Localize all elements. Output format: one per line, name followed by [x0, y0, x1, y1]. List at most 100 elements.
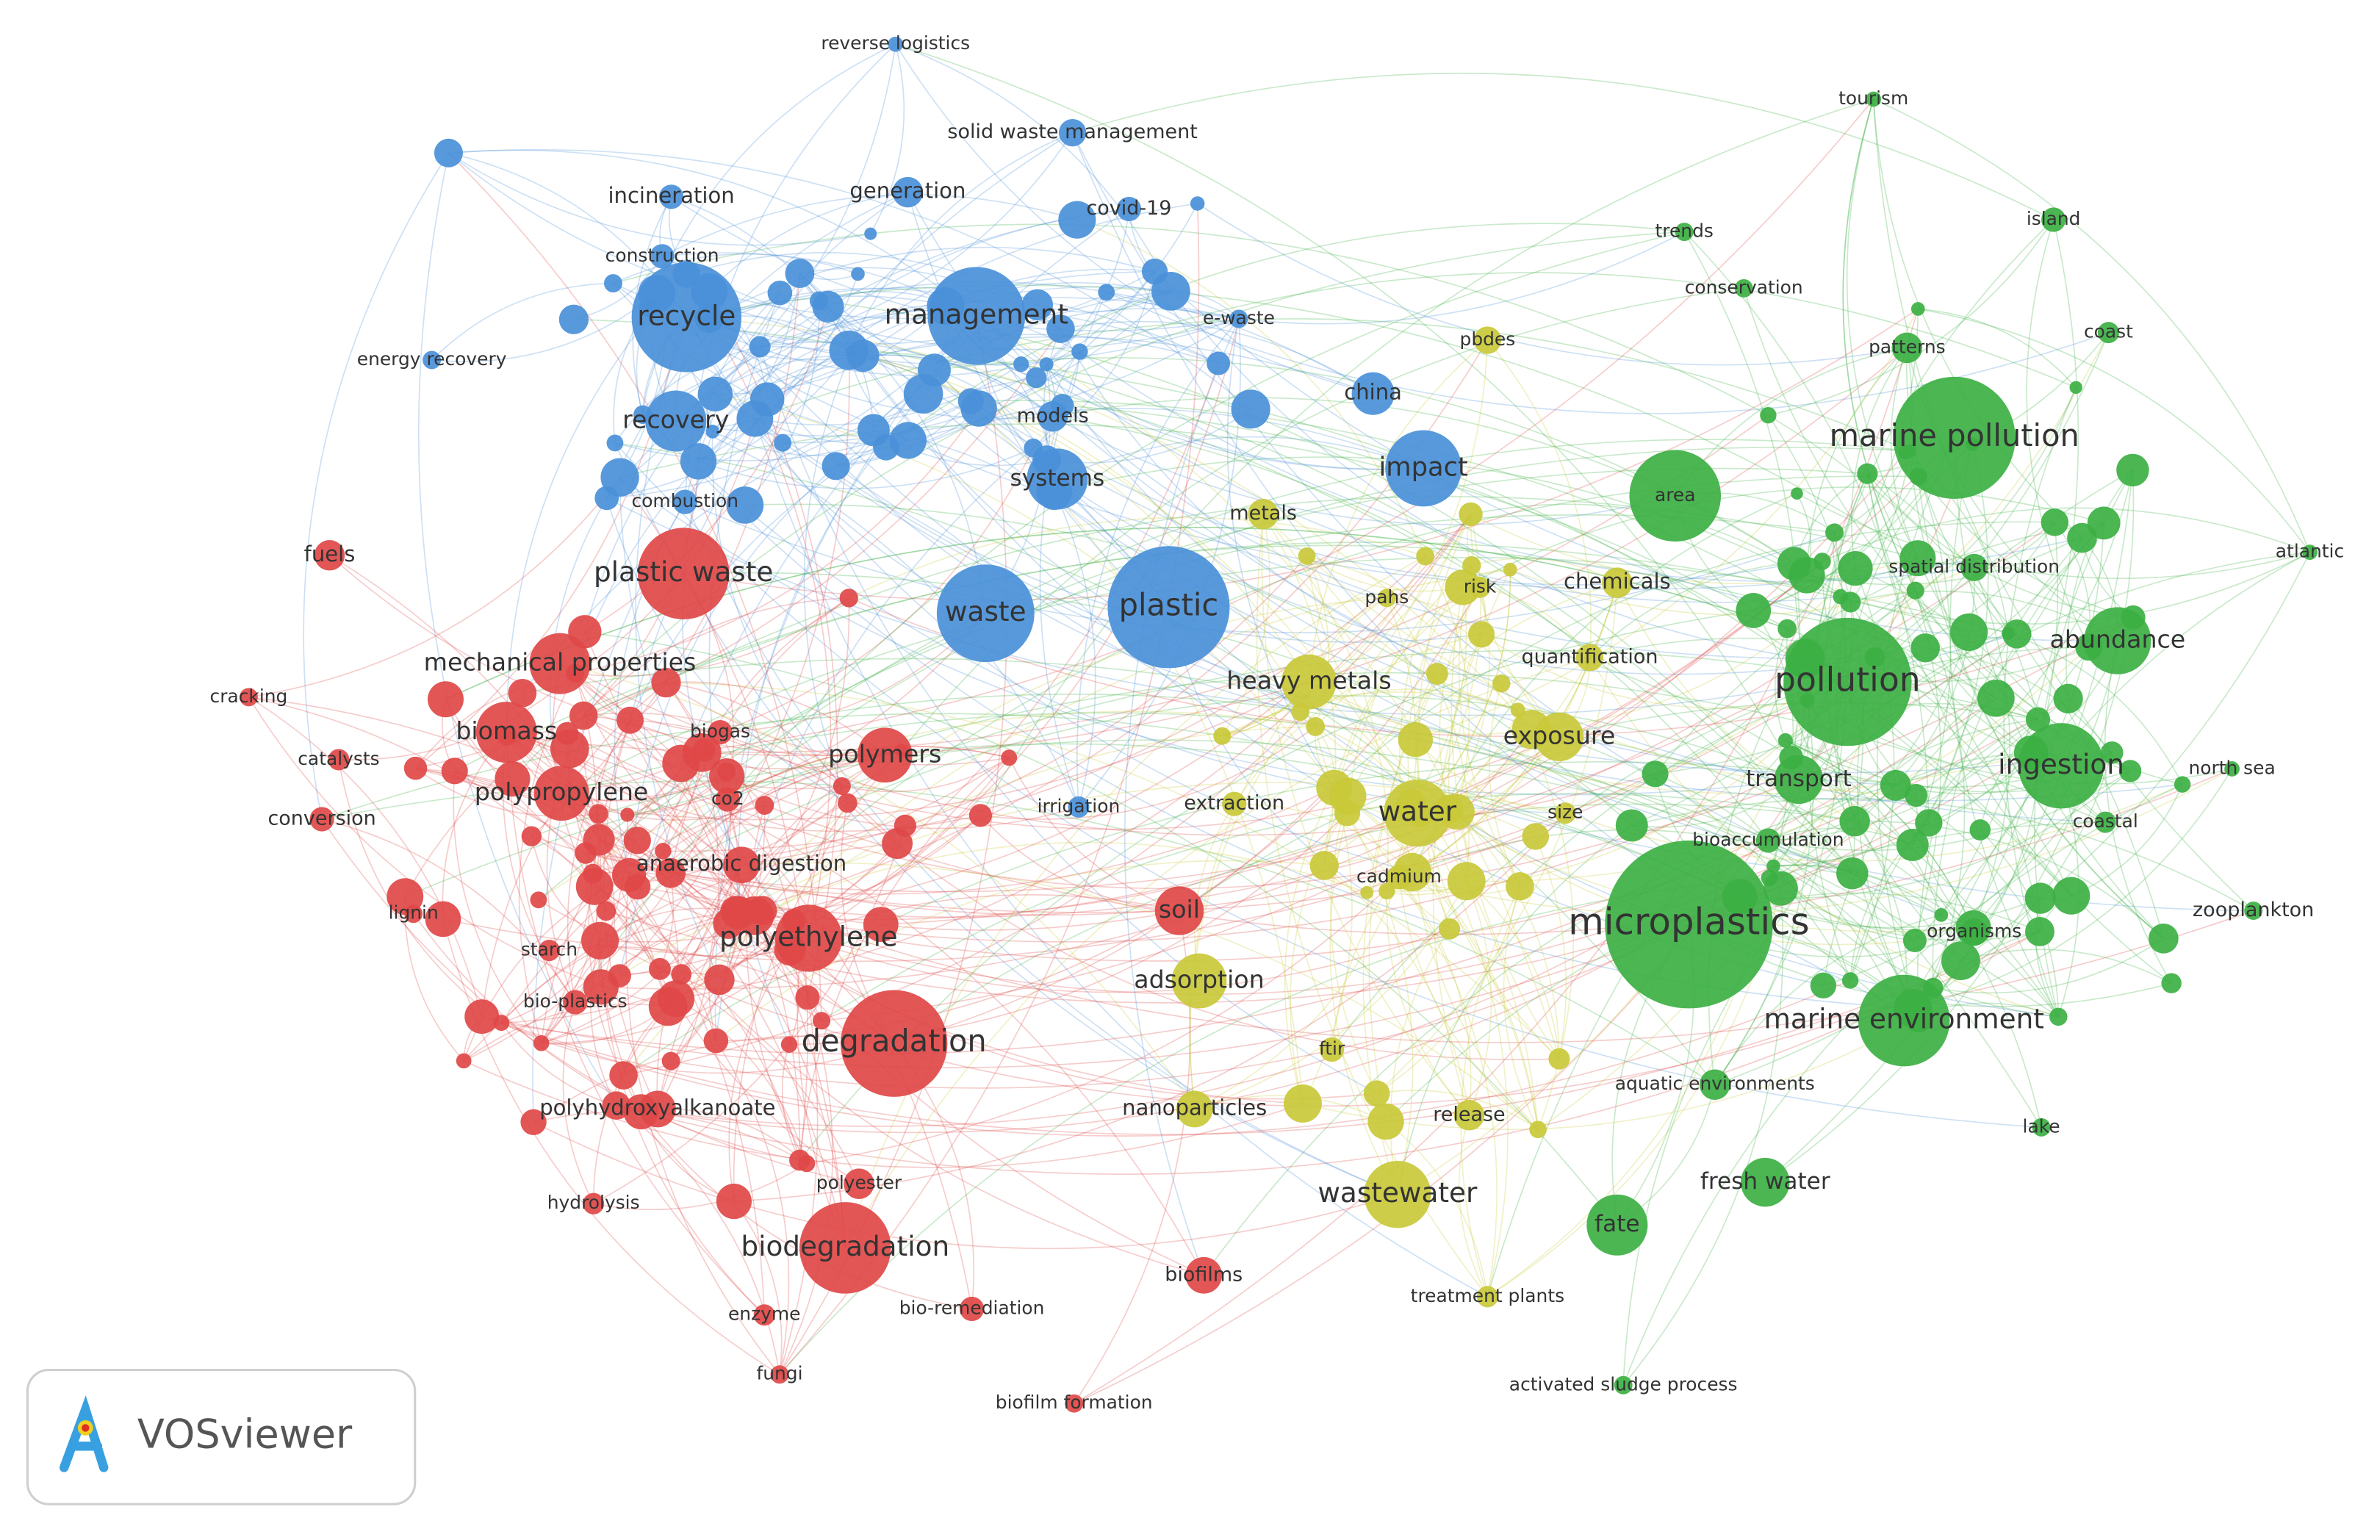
edge — [1039, 292, 1107, 807]
node-label: marine pollution — [1830, 417, 2079, 453]
node — [822, 452, 850, 481]
node-label: mechanical properties — [424, 648, 697, 677]
node — [1013, 356, 1029, 373]
edge — [1057, 436, 1424, 480]
edge — [659, 757, 1010, 970]
node — [1385, 430, 1462, 507]
edge — [779, 877, 1769, 1375]
edge — [698, 273, 859, 462]
edge — [656, 292, 1170, 608]
edge — [1072, 72, 2054, 220]
edge — [851, 350, 2072, 896]
edge — [1417, 514, 1472, 929]
edge — [895, 43, 1800, 780]
node — [1969, 819, 1991, 841]
edge — [415, 767, 822, 1021]
node — [903, 374, 943, 414]
node — [1248, 498, 1279, 530]
node-label: plastic waste — [594, 555, 773, 588]
node — [2053, 683, 2083, 714]
edge — [1466, 647, 2090, 882]
edge — [404, 896, 464, 1062]
node — [495, 761, 531, 797]
node — [1283, 1084, 1322, 1123]
edge — [1189, 711, 1301, 1109]
node-label: covid-19 — [1086, 197, 1171, 220]
node — [239, 688, 258, 707]
edge — [1895, 567, 1975, 786]
node-label: adsorption — [1134, 965, 1264, 994]
node — [328, 749, 350, 771]
node-label: spatial distribution — [1888, 555, 2060, 577]
node — [583, 824, 615, 856]
node — [715, 787, 740, 812]
edge — [600, 561, 1823, 990]
node — [785, 259, 815, 289]
edge — [1448, 587, 1490, 810]
edge — [841, 757, 1010, 793]
edge — [445, 699, 729, 924]
edge — [583, 597, 849, 716]
edge — [684, 501, 1398, 1195]
node — [1001, 749, 1018, 766]
node — [1222, 791, 1247, 816]
edge — [686, 284, 1919, 559]
node-label: bioaccumulation — [1692, 829, 1844, 850]
edge — [1793, 564, 1962, 962]
node — [2097, 322, 2119, 344]
node — [604, 274, 622, 293]
edge — [1315, 726, 1450, 929]
node — [1977, 679, 2015, 717]
node-label: microplastics — [1568, 901, 1809, 943]
node — [1825, 523, 1844, 542]
edge — [1315, 339, 1489, 727]
node — [2032, 1118, 2051, 1137]
edge — [500, 749, 902, 1023]
edge — [1785, 740, 1975, 932]
edge — [1046, 272, 2077, 389]
edge — [675, 420, 1079, 807]
edge — [575, 597, 849, 677]
node — [637, 528, 730, 619]
edge — [431, 282, 614, 361]
node — [1915, 809, 1943, 837]
edge — [1385, 1120, 1489, 1297]
edge — [506, 731, 736, 912]
edge — [1772, 719, 2038, 867]
edge — [683, 308, 1919, 601]
node — [1107, 546, 1230, 669]
node — [533, 766, 589, 821]
edge — [1290, 796, 1348, 1104]
node — [609, 1061, 638, 1090]
edge — [1866, 473, 2032, 754]
node — [1065, 1394, 1084, 1413]
node — [1377, 589, 1396, 608]
edge — [606, 350, 852, 499]
edge — [799, 273, 1875, 660]
edge — [1535, 836, 1567, 1130]
edge — [616, 1105, 780, 1375]
node — [1902, 929, 1927, 953]
edge — [1076, 219, 1426, 557]
edge — [657, 920, 794, 1109]
node — [563, 990, 588, 1015]
node — [631, 262, 742, 373]
edge — [1417, 569, 1511, 814]
node — [581, 921, 619, 960]
node — [1836, 857, 1869, 890]
edge — [574, 672, 846, 1248]
edge — [1334, 787, 1539, 1130]
edge — [708, 295, 1080, 353]
node — [1763, 871, 1798, 906]
edge — [1234, 633, 1482, 805]
edge — [1683, 231, 1930, 823]
edge — [614, 442, 2042, 1129]
edge — [613, 253, 858, 284]
edge — [614, 400, 971, 461]
edge — [1458, 1115, 1489, 1298]
edge — [698, 447, 1034, 489]
edge — [1008, 757, 1180, 912]
edge — [506, 735, 765, 1316]
edge — [1631, 332, 2110, 827]
edge — [727, 597, 850, 924]
